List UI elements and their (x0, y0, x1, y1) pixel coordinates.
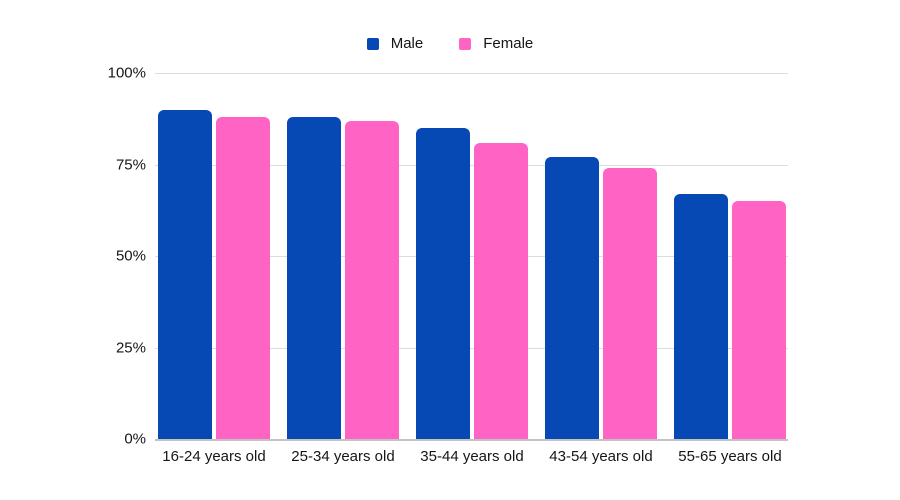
y-tick-label-25: 25% (115, 339, 146, 356)
y-tick-label-100: 100% (107, 64, 146, 82)
bar-group-25-34-years-old (287, 73, 399, 439)
legend-swatch-male (366, 37, 379, 50)
bar-group-35-44-years-old (416, 73, 528, 439)
gridline-50 (155, 256, 788, 257)
gridline-75 (155, 164, 788, 166)
x-axis-line (155, 439, 788, 441)
y-tick-label-75: 75% (115, 156, 146, 173)
bar-male-16-24-years-old (158, 109, 212, 439)
legend-swatch-female (459, 37, 472, 50)
x-tick-label-25-34-years-old: 25-34 years old (291, 448, 395, 465)
bar-group-55-65-years-old (674, 73, 786, 439)
y-tick-label-50: 50% (115, 247, 146, 265)
bar-group-16-24-years-old (158, 73, 270, 439)
bar-female-43-54-years-old (603, 168, 657, 439)
gridline-100 (155, 73, 788, 74)
x-tick-label-35-44-years-old: 35-44 years old (420, 448, 524, 465)
x-tick-label-43-54-years-old: 43-54 years old (549, 448, 653, 465)
legend-item-male: Male (366, 35, 424, 52)
plot-area: 0% 25% 50% 75% 100% 16-24 years old 25-34 yea… (108, 66, 788, 465)
bar-male-25-34-years-old (287, 116, 341, 439)
bar-female-55-65-years-old (732, 201, 786, 439)
gridline-25 (155, 347, 788, 349)
y-tick-label-0: 0% (124, 430, 146, 448)
bar-group-43-54-years-old (545, 73, 657, 439)
legend-label: Male (390, 35, 424, 52)
legend-item-female: Female (459, 36, 533, 51)
x-tick-label-16-24-years-old: 16-24 years old (162, 448, 266, 465)
bar-male-55-65-years-old (674, 193, 728, 439)
chart-legend: Male Female (0, 36, 900, 51)
bar-female-25-34-years-old (345, 120, 399, 439)
bar-female-16-24-years-old (216, 116, 270, 439)
x-tick-label-55-65-years-old: 55-65 years old (678, 448, 782, 465)
bar-female-35-44-years-old (474, 142, 528, 439)
bar-male-35-44-years-old (416, 127, 470, 439)
bar-male-43-54-years-old (545, 157, 599, 439)
legend-label: Female (483, 35, 534, 52)
